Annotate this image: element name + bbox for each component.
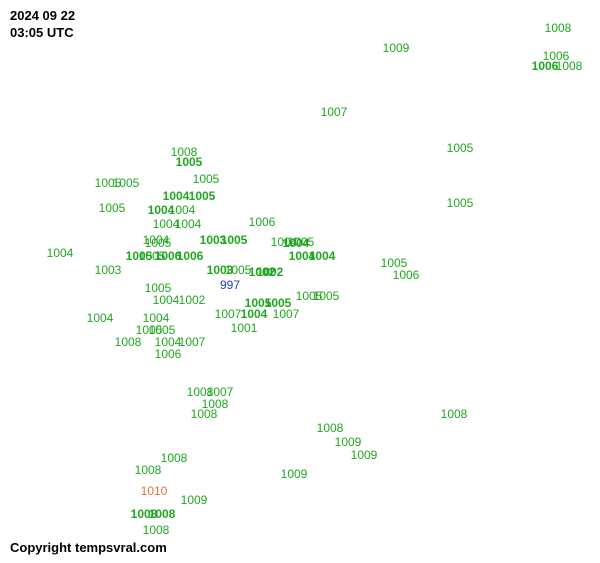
pressure-label: 1008 [317, 421, 344, 435]
pressure-label: 1009 [181, 493, 208, 507]
pressure-label: 1006 [532, 59, 559, 73]
pressure-label: 1007 [321, 105, 348, 119]
pressure-label: 1008 [135, 463, 162, 477]
pressure-label: 1005 [313, 289, 340, 303]
pressure-label: 1004 [169, 203, 196, 217]
pressure-label: 1002 [257, 265, 284, 279]
pressure-label: 1005 [225, 263, 252, 277]
pressure-label: 1001 [231, 321, 258, 335]
pressure-label: 1005 [221, 233, 248, 247]
pressure-label: 1009 [351, 448, 378, 462]
pressure-label: 1006 [155, 347, 182, 361]
pressure-label: 1008 [441, 407, 468, 421]
pressure-label: 1005 [99, 201, 126, 215]
pressure-label: 1007 [215, 307, 242, 321]
pressure-label: 1005 [447, 196, 474, 210]
pressure-label: 1009 [335, 435, 362, 449]
pressure-map: 2024 09 22 03:05 UTC Copyright tempsvral… [0, 0, 600, 563]
pressure-label: 1005 [193, 172, 220, 186]
pressure-label: 1008 [149, 507, 176, 521]
timestamp-header: 2024 09 22 03:05 UTC [10, 8, 75, 42]
pressure-label: 1009 [281, 467, 308, 481]
pressure-label: 1008 [143, 523, 170, 537]
pressure-label: 1004 [87, 311, 114, 325]
pressure-label: 1006 [177, 249, 204, 263]
pressure-label: 1005 [113, 176, 140, 190]
pressure-label: 997 [220, 278, 240, 292]
pressure-label: 1010 [141, 484, 168, 498]
date-line: 2024 09 22 [10, 8, 75, 25]
pressure-label: 1008 [191, 407, 218, 421]
pressure-label: 1004 [241, 307, 268, 321]
pressure-label: 1004 [309, 249, 336, 263]
pressure-label: 1005 [447, 141, 474, 155]
pressure-label: 1005 [176, 155, 203, 169]
pressure-label: 1006 [249, 215, 276, 229]
time-line: 03:05 UTC [10, 25, 75, 42]
pressure-label: 1008 [545, 21, 572, 35]
pressure-label: 1004 [163, 189, 190, 203]
pressure-label: 1007 [273, 307, 300, 321]
pressure-label: 1005 [189, 189, 216, 203]
pressure-label: 1005 [145, 236, 172, 250]
pressure-label: 1008 [115, 335, 142, 349]
pressure-label: 1004 [153, 293, 180, 307]
pressure-label: 1004 [47, 246, 74, 260]
pressure-label: 1003 [95, 263, 122, 277]
pressure-label: 1008 [556, 59, 583, 73]
pressure-label: 1006 [393, 268, 420, 282]
pressure-label: 1009 [383, 41, 410, 55]
copyright-footer: Copyright tempsvral.com [10, 540, 167, 555]
pressure-label: 1008 [161, 451, 188, 465]
pressure-label: 1004 [283, 236, 310, 250]
pressure-label: 1002 [179, 293, 206, 307]
pressure-label: 1007 [179, 335, 206, 349]
pressure-label: 1004 [175, 217, 202, 231]
